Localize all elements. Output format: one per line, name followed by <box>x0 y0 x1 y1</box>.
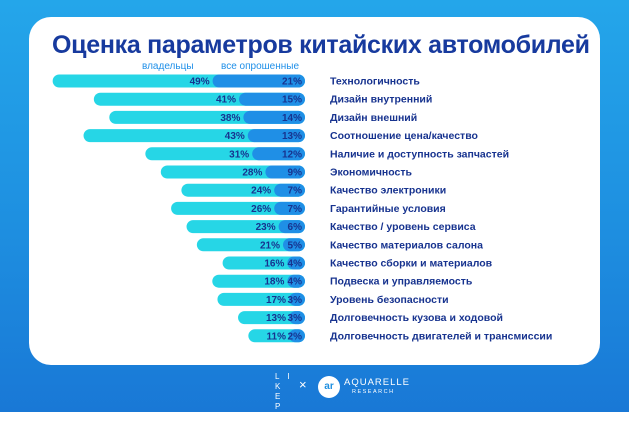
bar-owners <box>181 183 305 197</box>
data-label-all-respondents: 4% <box>288 277 303 288</box>
aquarelle-name: AQUARELLE <box>344 377 411 388</box>
category-label: Качество сборки и материалов <box>330 258 493 270</box>
data-label-all-respondents: 15% <box>282 95 302 106</box>
data-label-all-respondents: 6% <box>288 222 303 233</box>
data-label-all-respondents: 13% <box>282 131 302 142</box>
data-label-owners: 18% <box>264 277 284 288</box>
data-label-all-respondents: 3% <box>288 313 303 324</box>
category-label: Качество / уровень сервиса <box>330 221 476 233</box>
data-label-owners: 23% <box>256 222 276 233</box>
data-label-all-respondents: 2% <box>288 331 303 342</box>
category-label: Подвеска и управляемость <box>330 276 473 288</box>
bar-all-respondents <box>287 256 305 270</box>
data-label-owners: 38% <box>220 113 240 124</box>
category-label: Дизайн внутренний <box>330 94 432 106</box>
data-label-owners: 24% <box>251 186 271 197</box>
category-label: Долговечность кузова и ходовой <box>330 312 503 324</box>
category-label: Экономичность <box>330 167 413 179</box>
series-all-respondents <box>212 74 305 343</box>
likepr-logo: L I K E P R <box>275 372 293 421</box>
data-label-all-respondents: 7% <box>288 186 303 197</box>
data-label-owners: 16% <box>264 259 284 270</box>
data-label-owners: 49% <box>190 77 210 88</box>
data-label-owners: 13% <box>266 313 286 324</box>
category-label: Соотношение цена/качество <box>330 130 478 142</box>
bar-owners <box>196 238 305 252</box>
data-label-all-respondents: 9% <box>288 168 303 179</box>
data-label-owners: 31% <box>229 149 249 160</box>
bar-all-respondents <box>247 129 305 143</box>
data-label-owners: 28% <box>242 168 262 179</box>
data-label-owners: 17% <box>266 295 286 306</box>
category-label: Уровень безопасности <box>330 294 449 306</box>
category-label: Наличие и доступность запчастей <box>330 148 509 160</box>
data-label-all-respondents: 5% <box>288 240 303 251</box>
bar-all-respondents <box>287 274 305 288</box>
aquarelle-logo-icon: ar <box>318 376 340 398</box>
category-label: Дизайн внешний <box>330 112 417 124</box>
category-labels: Технологичность Дизайн внутренний Дизайн в… <box>330 76 552 343</box>
data-label-all-respondents: 4% <box>288 259 303 270</box>
cross-separator: × <box>299 377 307 392</box>
data-label-all-respondents: 3% <box>288 295 303 306</box>
data-label-owners: 21% <box>260 240 280 251</box>
legend-owners: владельцы <box>142 61 194 72</box>
data-label-owners: 26% <box>251 204 271 215</box>
bar-all-respondents <box>283 238 305 252</box>
bar-owners <box>217 292 305 306</box>
bar-all-respondents <box>289 292 305 306</box>
bar-all-respondents <box>252 147 305 161</box>
category-label: Долговечность двигателей и трансмиссии <box>330 330 552 342</box>
bar-all-respondents <box>289 311 305 325</box>
bar-all-respondents <box>274 183 305 197</box>
bar-chart: 49% 21% 41% 15% 38% 14% 43% 13% 31% 12% 28% 9% 24% 7%… <box>52 74 552 343</box>
data-label-owners: 41% <box>216 95 236 106</box>
bar-all-respondents <box>212 74 305 88</box>
bar-all-respondents <box>278 220 305 234</box>
bar-all-respondents <box>289 329 305 343</box>
data-labels: 49% 21% 41% 15% 38% 14% 43% 13% 31% 12% 28% 9% 24% 7%… <box>190 77 303 343</box>
bar-all-respondents <box>265 165 305 179</box>
bar-owners <box>171 201 305 215</box>
data-label-all-respondents: 21% <box>282 77 302 88</box>
data-label-all-respondents: 14% <box>282 113 302 124</box>
data-label-all-respondents: 12% <box>282 149 302 160</box>
bar-all-respondents <box>239 92 305 106</box>
data-label-owners: 43% <box>225 131 245 142</box>
data-label-owners: 11% <box>267 331 287 342</box>
category-label: Качество материалов салона <box>330 239 483 251</box>
chart-title: Оценка параметров китайских автомобилей <box>52 31 590 59</box>
aquarelle-subtitle: RESEARCH <box>352 389 395 395</box>
data-label-all-respondents: 7% <box>288 204 303 215</box>
category-label: Технологичность <box>330 76 420 88</box>
legend-all-respondents: все опрошенные <box>221 61 300 72</box>
bar-owners <box>222 256 305 270</box>
bar-owners <box>186 220 305 234</box>
category-label: Качество электроники <box>330 185 446 197</box>
bar-all-respondents <box>243 110 305 124</box>
bar-owners <box>212 274 305 288</box>
category-label: Гарантийные условия <box>330 203 446 215</box>
bar-all-respondents <box>274 201 305 215</box>
bar-owners <box>238 311 305 325</box>
